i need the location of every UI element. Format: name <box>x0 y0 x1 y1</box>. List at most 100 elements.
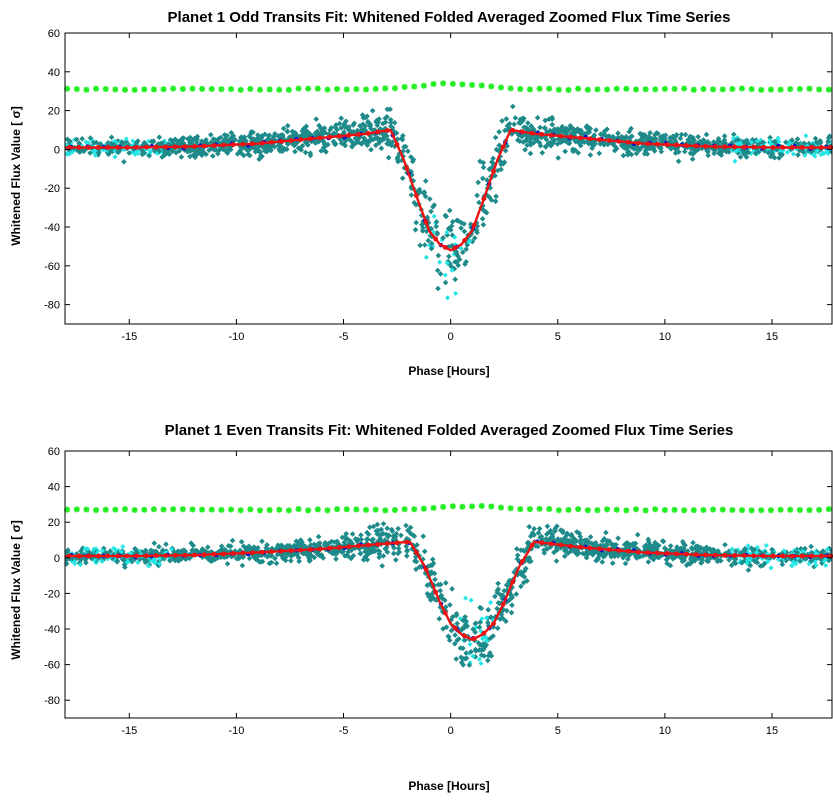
fit-marker <box>577 135 583 141</box>
residual-point <box>73 506 80 513</box>
fit-marker <box>548 132 554 138</box>
data-point-out-of-fit <box>92 152 98 158</box>
data-point-out-of-fit <box>745 557 751 563</box>
data-point-out-of-fit <box>765 559 771 565</box>
data-point <box>229 537 236 544</box>
data-point <box>489 164 496 170</box>
data-point <box>609 141 616 147</box>
data-point <box>690 539 696 546</box>
data-point <box>609 560 616 566</box>
data-point <box>368 537 375 543</box>
data-point <box>641 151 648 157</box>
data-point <box>448 223 455 229</box>
data-point <box>435 285 441 292</box>
data-point <box>690 141 696 148</box>
data-point <box>497 592 504 598</box>
data-point <box>453 259 460 265</box>
data-point <box>611 553 618 560</box>
data-point <box>769 546 775 553</box>
data-point <box>122 564 128 570</box>
data-point <box>486 194 493 200</box>
data-point <box>508 592 515 599</box>
data-point <box>485 657 491 664</box>
y-tick-label: 20 <box>48 106 60 118</box>
data-point <box>273 560 280 567</box>
data-point <box>107 148 114 155</box>
residual-point <box>430 81 437 88</box>
data-point <box>682 131 689 138</box>
residual-point <box>758 507 765 514</box>
residual-point <box>565 506 572 513</box>
fit-marker <box>115 553 120 559</box>
fit-marker <box>654 141 660 147</box>
data-point <box>482 208 488 215</box>
data-point <box>560 127 566 134</box>
x-tick-label: -5 <box>339 331 349 343</box>
data-point <box>115 138 121 144</box>
data-point-out-of-fit <box>431 213 437 219</box>
data-point <box>652 131 658 138</box>
data-point <box>343 118 349 125</box>
residual-point <box>546 85 553 92</box>
data-point <box>731 131 737 138</box>
data-point <box>485 619 491 626</box>
data-point <box>538 134 545 141</box>
data-point <box>714 139 720 145</box>
data-point-out-of-fit <box>444 260 450 266</box>
data-point-out-of-fit <box>767 138 773 144</box>
fit-marker <box>568 543 574 549</box>
data-point <box>380 530 387 537</box>
residual-point <box>160 506 167 513</box>
data-point <box>357 550 364 557</box>
data-point <box>818 556 824 563</box>
data-point <box>326 540 332 547</box>
data-point <box>376 116 382 122</box>
data-point <box>705 558 711 565</box>
fit-marker <box>587 136 593 142</box>
data-point-out-of-fit <box>157 561 163 567</box>
residual-point <box>594 507 601 514</box>
residual-point <box>671 506 678 513</box>
residual-point <box>179 85 186 92</box>
data-point <box>503 618 509 624</box>
data-point <box>592 540 599 546</box>
fit-marker <box>703 552 708 558</box>
data-point <box>198 138 205 145</box>
data-point <box>186 555 193 561</box>
data-point <box>299 128 306 134</box>
data-point <box>166 151 172 157</box>
y-tick-label: -60 <box>44 261 60 273</box>
data-point <box>314 136 321 143</box>
data-point <box>458 659 465 666</box>
data-point <box>642 134 649 140</box>
data-point <box>89 551 95 558</box>
data-point <box>735 137 741 143</box>
data-point <box>248 129 255 135</box>
data-point <box>595 556 601 563</box>
data-point <box>338 140 345 147</box>
data-point <box>606 133 612 139</box>
data-point <box>306 558 313 564</box>
data-point <box>130 146 137 153</box>
data-point <box>610 543 616 549</box>
fit-marker <box>510 579 516 585</box>
data-point <box>83 559 89 566</box>
data-point <box>776 155 782 161</box>
residual-point <box>478 502 485 509</box>
data-point <box>493 146 500 153</box>
data-point <box>690 136 696 143</box>
data-point <box>463 650 469 656</box>
data-point <box>422 193 429 200</box>
data-point <box>315 139 322 145</box>
data-point <box>363 140 370 147</box>
data-point <box>178 138 184 145</box>
data-point <box>510 103 516 110</box>
data-point <box>400 132 406 139</box>
data-point <box>517 120 524 126</box>
residual-point <box>806 507 813 514</box>
residual-point <box>170 85 177 92</box>
data-point <box>328 538 335 545</box>
residual-point <box>796 506 803 513</box>
data-point <box>190 152 196 158</box>
data-point <box>376 138 383 144</box>
